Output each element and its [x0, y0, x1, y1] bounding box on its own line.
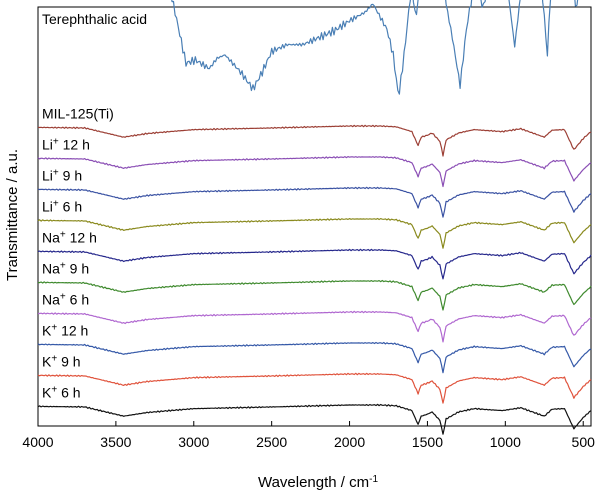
series-line — [37, 403, 592, 435]
series-label: Na+ 9 h — [42, 260, 89, 277]
series-label: Na+ 6 h — [42, 291, 89, 308]
series-label: K+ 6 h — [42, 384, 81, 401]
x-tick-label: 3000 — [178, 434, 209, 450]
y-axis-title: Transmittance / a.u. — [4, 149, 21, 281]
series-labels: Terephthalic acid MIL-125(Ti) Li+ 12 h Li+ … — [42, 11, 147, 401]
series-label: MIL-125(Ti) — [42, 106, 114, 122]
series-line — [37, 186, 592, 218]
series-label: Li+ 12 h — [42, 136, 90, 153]
x-axis-ticks: 4000 3500 3000 2500 2000 1500 1000 500 — [22, 421, 595, 450]
x-axis-title-superscript: -1 — [369, 474, 378, 485]
series-line — [37, 124, 592, 157]
series-line — [37, 217, 592, 249]
x-tick-label: 2500 — [256, 434, 287, 450]
series-line — [37, 279, 592, 311]
series-label: Li+ 9 h — [42, 167, 82, 184]
x-axis-title-text: Wavelength / cm — [258, 474, 369, 491]
plot-frame — [37, 6, 592, 427]
series-label: K+ 9 h — [42, 353, 81, 370]
x-tick-label: 1000 — [490, 434, 521, 450]
series-line — [37, 156, 592, 188]
series-line — [37, 341, 592, 374]
series-label: Terephthalic acid — [42, 11, 147, 27]
x-tick-label: 2000 — [334, 434, 365, 450]
x-tick-label: 1500 — [412, 434, 443, 450]
x-tick-label: 500 — [572, 434, 596, 450]
series-line — [171, 0, 579, 95]
x-tick-label: 4000 — [22, 434, 53, 450]
spectra-group — [37, 0, 592, 435]
series-line — [37, 372, 592, 404]
x-tick-label: 3500 — [100, 434, 131, 450]
x-axis-title: Wavelength / cm-1 — [258, 474, 378, 492]
series-line — [37, 248, 592, 280]
series-line — [38, 310, 592, 343]
series-label: Na+ 12 h — [42, 229, 97, 246]
series-label: Li+ 6 h — [42, 198, 82, 215]
series-label: K+ 12 h — [42, 322, 88, 339]
